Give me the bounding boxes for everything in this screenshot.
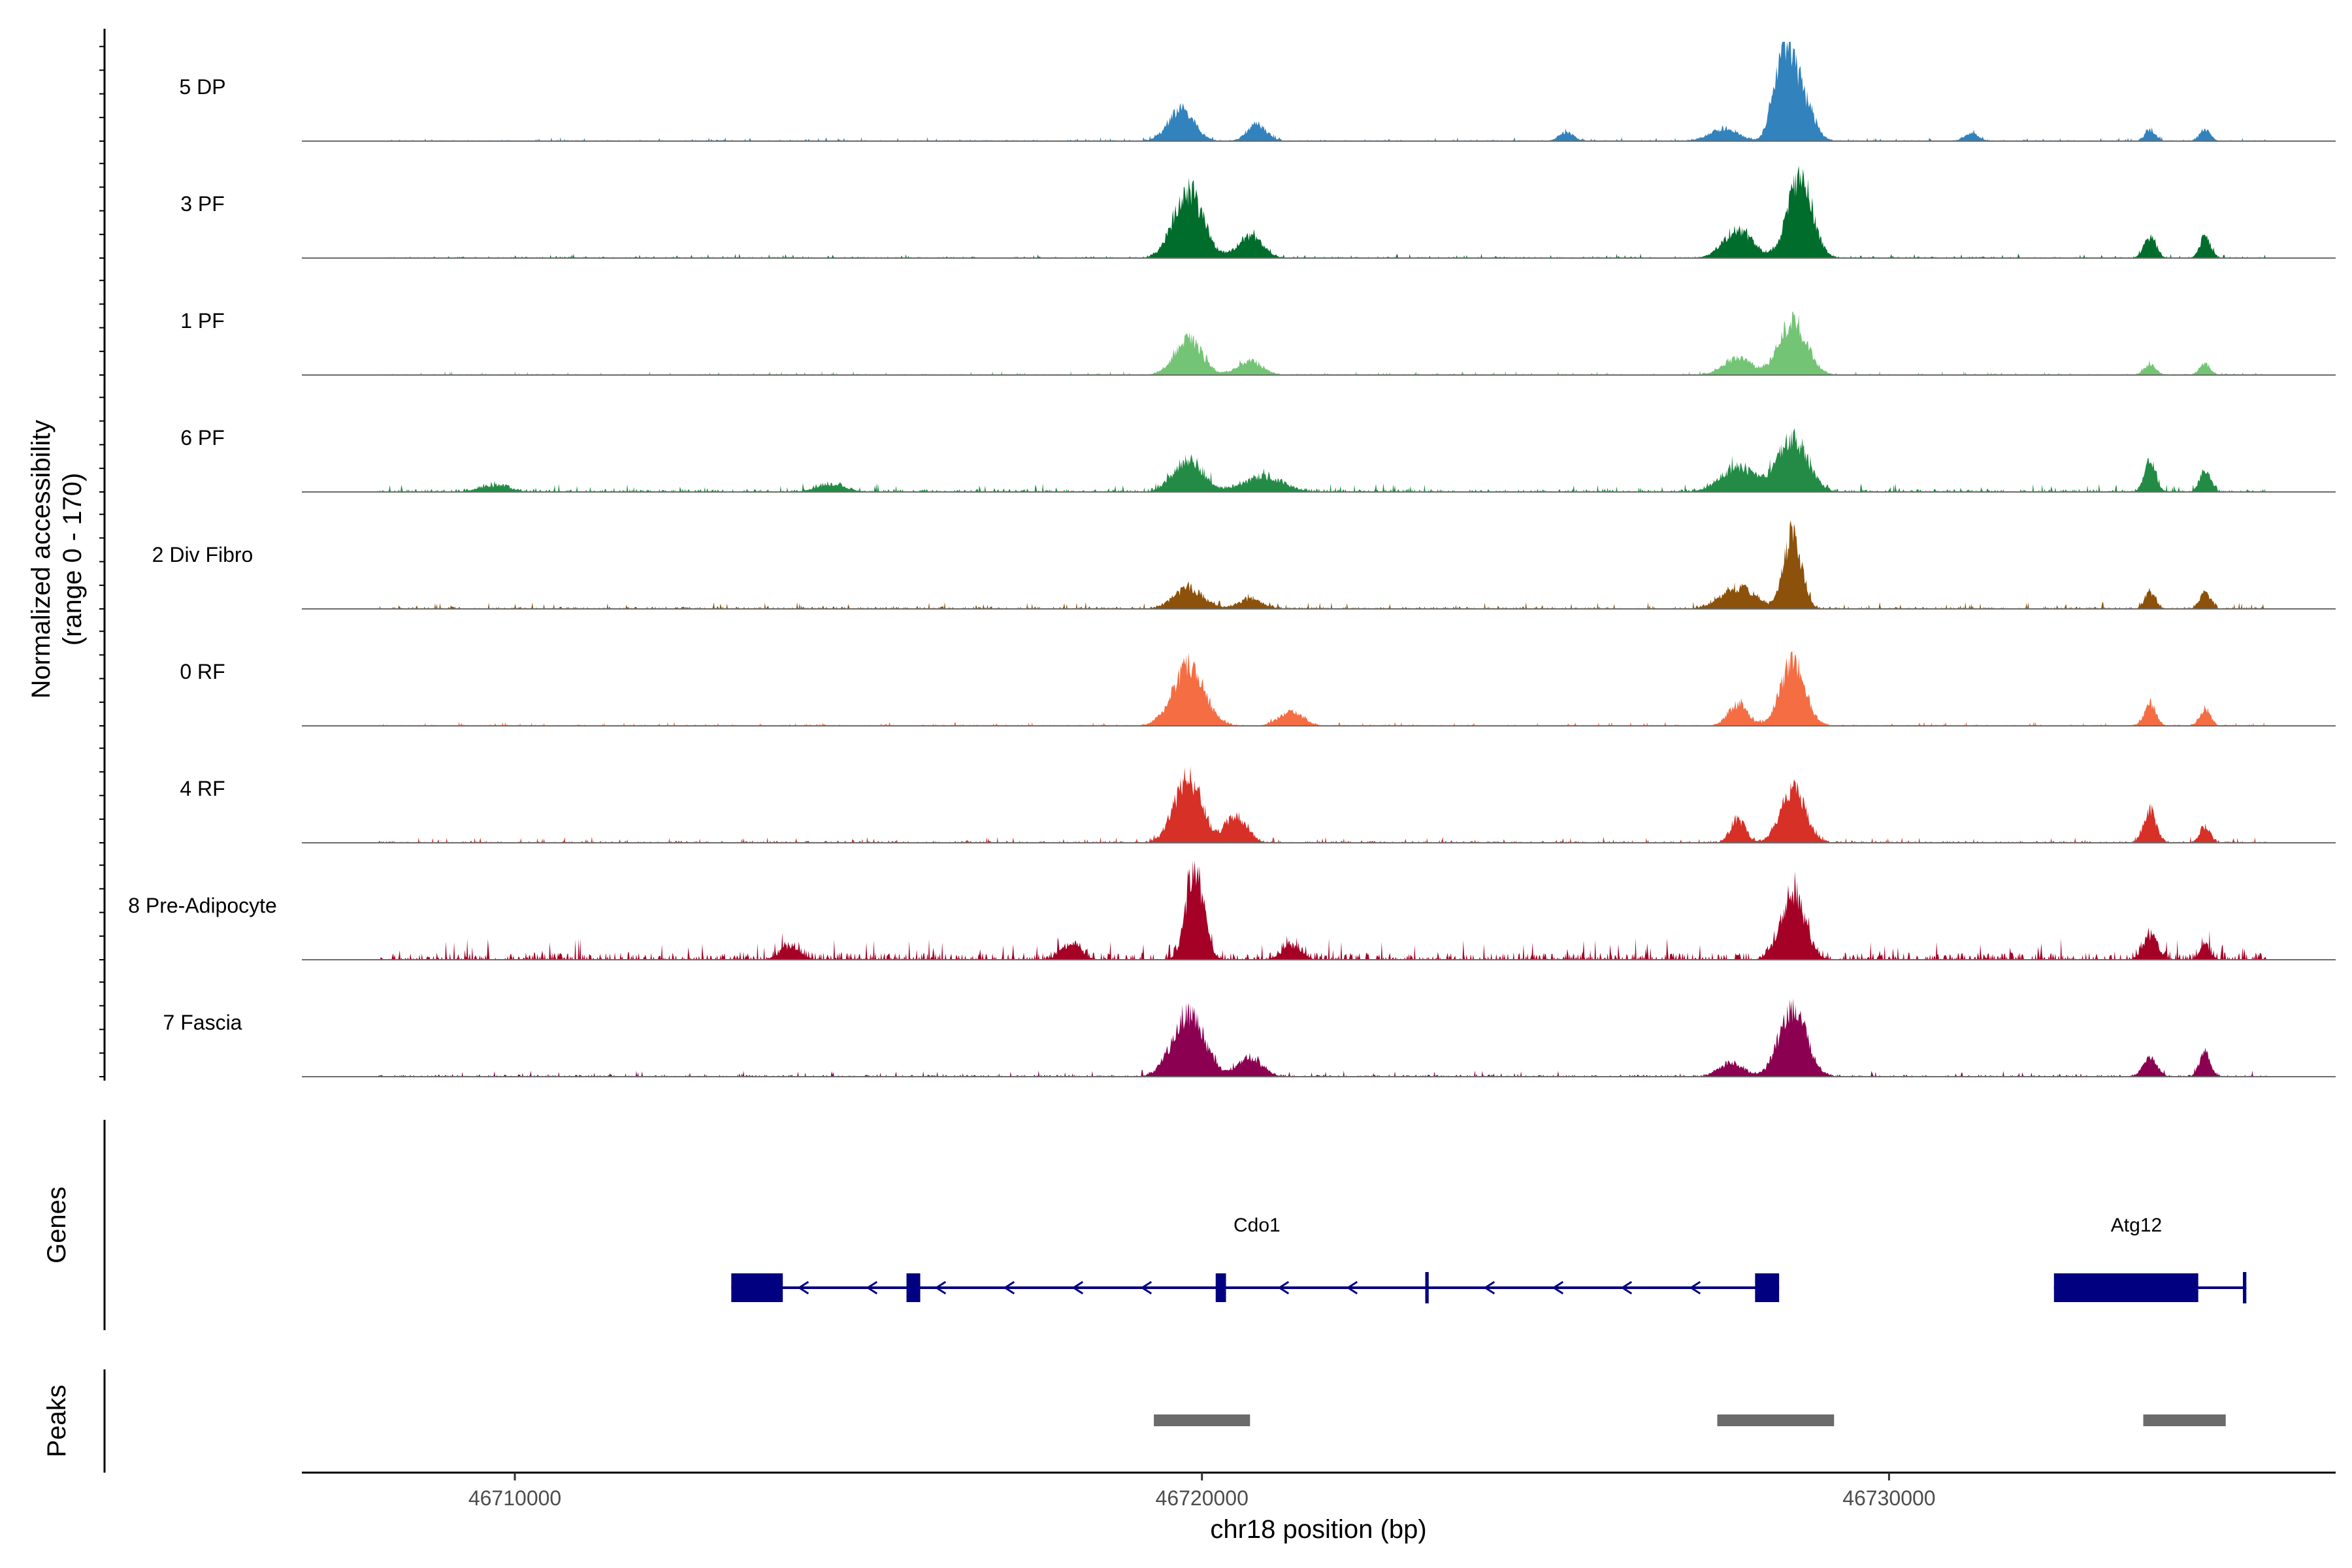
track-label: 1 PF <box>180 309 225 333</box>
track-7-fascia <box>302 998 2336 1077</box>
strand-arrow <box>797 1281 809 1295</box>
strand-arrow <box>1071 1281 1084 1295</box>
track-2-div-fibro <box>302 520 2336 610</box>
y-axis-title-line1: Normalized accessibility <box>27 420 56 699</box>
coverage-area <box>377 766 2267 843</box>
strand-arrow <box>1552 1281 1564 1295</box>
track-label: 7 Fascia <box>163 1011 242 1034</box>
coverage-area <box>377 651 2267 726</box>
track-label: 3 PF <box>180 192 225 216</box>
track-labels: 5 DP 3 PF 1 PF 6 PF 2 Div Fibro 0 RF 4 RF 8 Pre… <box>128 75 277 1034</box>
coverage-area <box>377 311 2267 375</box>
x-tick-label: 46730000 <box>1842 1486 1935 1510</box>
peaks-axis-title: Peaks <box>42 1384 71 1457</box>
gene-label: Cdo1 <box>1233 1215 1281 1236</box>
x-axis-title: chr18 position (bp) <box>1210 1515 1426 1544</box>
gene-atg12: Atg12 <box>2053 1215 2247 1303</box>
track-label: 4 RF <box>180 777 225 800</box>
peak-bar <box>2143 1414 2226 1426</box>
gene-annotations: Cdo1 Atg12 <box>731 1215 2247 1303</box>
gene-exon <box>731 1273 783 1302</box>
track-label: 0 RF <box>180 660 225 683</box>
coverage-tracks <box>302 42 2336 1077</box>
gene-exon <box>906 1273 921 1302</box>
track-3-pf <box>302 165 2336 259</box>
gene-exon <box>1755 1273 1780 1302</box>
coverage-area <box>377 998 2267 1077</box>
strand-arrow <box>866 1281 878 1295</box>
strand-arrow <box>1140 1281 1152 1295</box>
coverage-area <box>377 860 2267 960</box>
strand-arrow <box>1277 1281 1290 1295</box>
track-6-pf <box>302 428 2336 493</box>
coverage-area <box>377 520 2267 609</box>
peak-annotations <box>1154 1414 2226 1426</box>
peak-bar <box>1154 1414 1250 1426</box>
gene-cdo1: Cdo1 <box>731 1215 1780 1303</box>
strand-arrow <box>1483 1281 1495 1295</box>
x-tick-label: 46710000 <box>468 1486 561 1510</box>
track-label: 6 PF <box>180 426 225 449</box>
track-label: 5 DP <box>179 75 225 99</box>
coverage-area <box>377 42 2267 141</box>
x-axis: 46710000 46720000 46730000 <box>468 1473 1936 1510</box>
genes-axis-title: Genes <box>42 1186 71 1264</box>
strand-arrow <box>1689 1281 1701 1295</box>
track-label: 2 Div Fibro <box>152 543 253 566</box>
track-8-pre-adipocyte <box>302 860 2336 960</box>
coverage-area <box>377 165 2267 258</box>
y-axis <box>99 29 106 1081</box>
track-1-pf <box>302 311 2336 376</box>
coverage-area <box>377 428 2267 492</box>
strand-arrow <box>1346 1281 1358 1295</box>
track-4-rf <box>302 766 2336 843</box>
gene-exon <box>2243 1272 2247 1303</box>
y-axis-title-line2: (range 0 - 170) <box>58 473 87 646</box>
gene-label: Atg12 <box>2111 1215 2162 1236</box>
gene-exon <box>1215 1273 1226 1302</box>
x-tick-label: 46720000 <box>1156 1486 1249 1510</box>
strand-arrow <box>1620 1281 1633 1295</box>
peak-bar <box>1717 1414 1835 1426</box>
track-5-dp <box>302 42 2336 142</box>
strand-arrow <box>934 1281 947 1295</box>
track-0-rf <box>302 651 2336 727</box>
gene-exon <box>1425 1272 1429 1303</box>
gene-exon <box>2053 1273 2198 1302</box>
strand-arrow <box>1003 1281 1015 1295</box>
track-label: 8 Pre-Adipocyte <box>128 894 277 917</box>
